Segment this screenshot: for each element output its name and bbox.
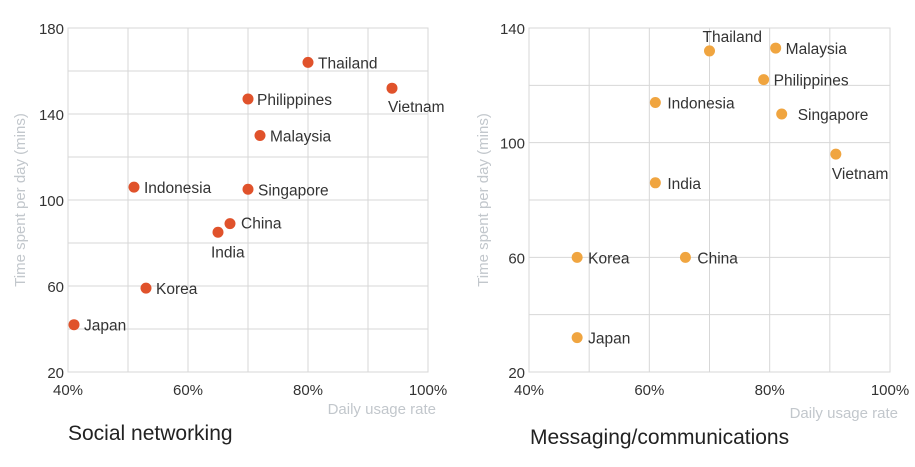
point-label-korea: Korea (156, 281, 198, 298)
point-label-japan: Japan (588, 331, 630, 348)
data-point-philippines (242, 93, 254, 105)
x-tick-label: 40% (53, 382, 83, 399)
point-label-singapore: Singapore (798, 107, 869, 124)
x-axis-title-social-networking: Daily usage rate (328, 401, 436, 418)
data-point-korea (571, 251, 583, 263)
point-label-thailand: Thailand (318, 55, 377, 72)
x-tick-label: 60% (173, 382, 203, 399)
data-point-india (212, 226, 224, 238)
point-label-thailand: Thailand (703, 29, 762, 46)
point-label-malaysia: Malaysia (786, 41, 848, 58)
plot-frame (528, 27, 891, 373)
data-point-thailand (704, 45, 715, 57)
data-point-malaysia (254, 130, 266, 141)
point-label-korea: Korea (588, 250, 630, 267)
point-label-india: India (211, 244, 245, 261)
point-label-singapore: Singapore (258, 182, 329, 199)
data-point-japan (68, 319, 80, 331)
y-axis-title-social-networking: Time spent per day (mins) (12, 113, 29, 287)
data-point-vietnam (386, 82, 398, 94)
plot-frame (67, 27, 429, 373)
data-point-philippines (758, 74, 770, 86)
data-point-indonesia (649, 97, 661, 109)
point-label-indonesia: Indonesia (144, 180, 212, 197)
x-tick-label: 40% (514, 382, 544, 399)
data-point-malaysia (770, 42, 782, 54)
data-point-thailand (302, 56, 314, 68)
point-label-philippines: Philippines (774, 73, 849, 90)
messaging-communications-chart: 40% 60% 80% 100% 20 60 100 140 Thailand Malaysia P… (475, 21, 909, 449)
point-label-india: India (667, 176, 701, 193)
data-point-korea (140, 282, 152, 294)
data-point-singapore (242, 183, 254, 195)
y-tick-label: 100 (39, 193, 64, 210)
point-label-japan: Japan (84, 318, 126, 335)
data-point-china (679, 251, 691, 263)
data-point-indonesia (128, 181, 140, 193)
y-tick-label: 60 (508, 250, 525, 267)
data-point-vietnam (830, 148, 842, 160)
point-label-malaysia: Malaysia (270, 129, 332, 146)
point-label-vietnam: Vietnam (832, 166, 889, 183)
y-tick-label: 20 (508, 365, 525, 382)
x-tick-label: 100% (871, 382, 909, 399)
data-point-singapore (776, 108, 788, 120)
y-tick-label: 140 (500, 21, 525, 38)
y-tick-label: 20 (47, 365, 64, 382)
data-point-india (649, 177, 661, 189)
data-point-japan (571, 332, 583, 344)
chart-title-social-networking: Social networking (68, 422, 233, 445)
point-label-china: China (697, 250, 738, 267)
point-label-indonesia: Indonesia (667, 96, 735, 113)
chart-title-messaging: Messaging/communications (530, 426, 789, 449)
y-tick-label: 180 (39, 21, 64, 38)
x-tick-label: 60% (634, 382, 664, 399)
point-label-vietnam: Vietnam (388, 99, 445, 116)
x-tick-label: 80% (755, 382, 785, 399)
x-tick-label: 80% (293, 382, 323, 399)
y-tick-label: 100 (500, 136, 525, 153)
point-label-philippines: Philippines (257, 92, 332, 109)
y-tick-label: 140 (39, 107, 64, 124)
x-axis-title-messaging: Daily usage rate (790, 405, 898, 422)
y-tick-label: 60 (47, 279, 64, 296)
social-networking-chart: 40% 60% 80% 100% 20 60 100 140 180 Thailand Vietna… (12, 21, 447, 445)
data-point-china (224, 218, 236, 230)
point-label-china: China (241, 216, 282, 233)
y-axis-title-messaging: Time spent per day (mins) (475, 113, 492, 287)
x-tick-label: 100% (409, 382, 447, 399)
